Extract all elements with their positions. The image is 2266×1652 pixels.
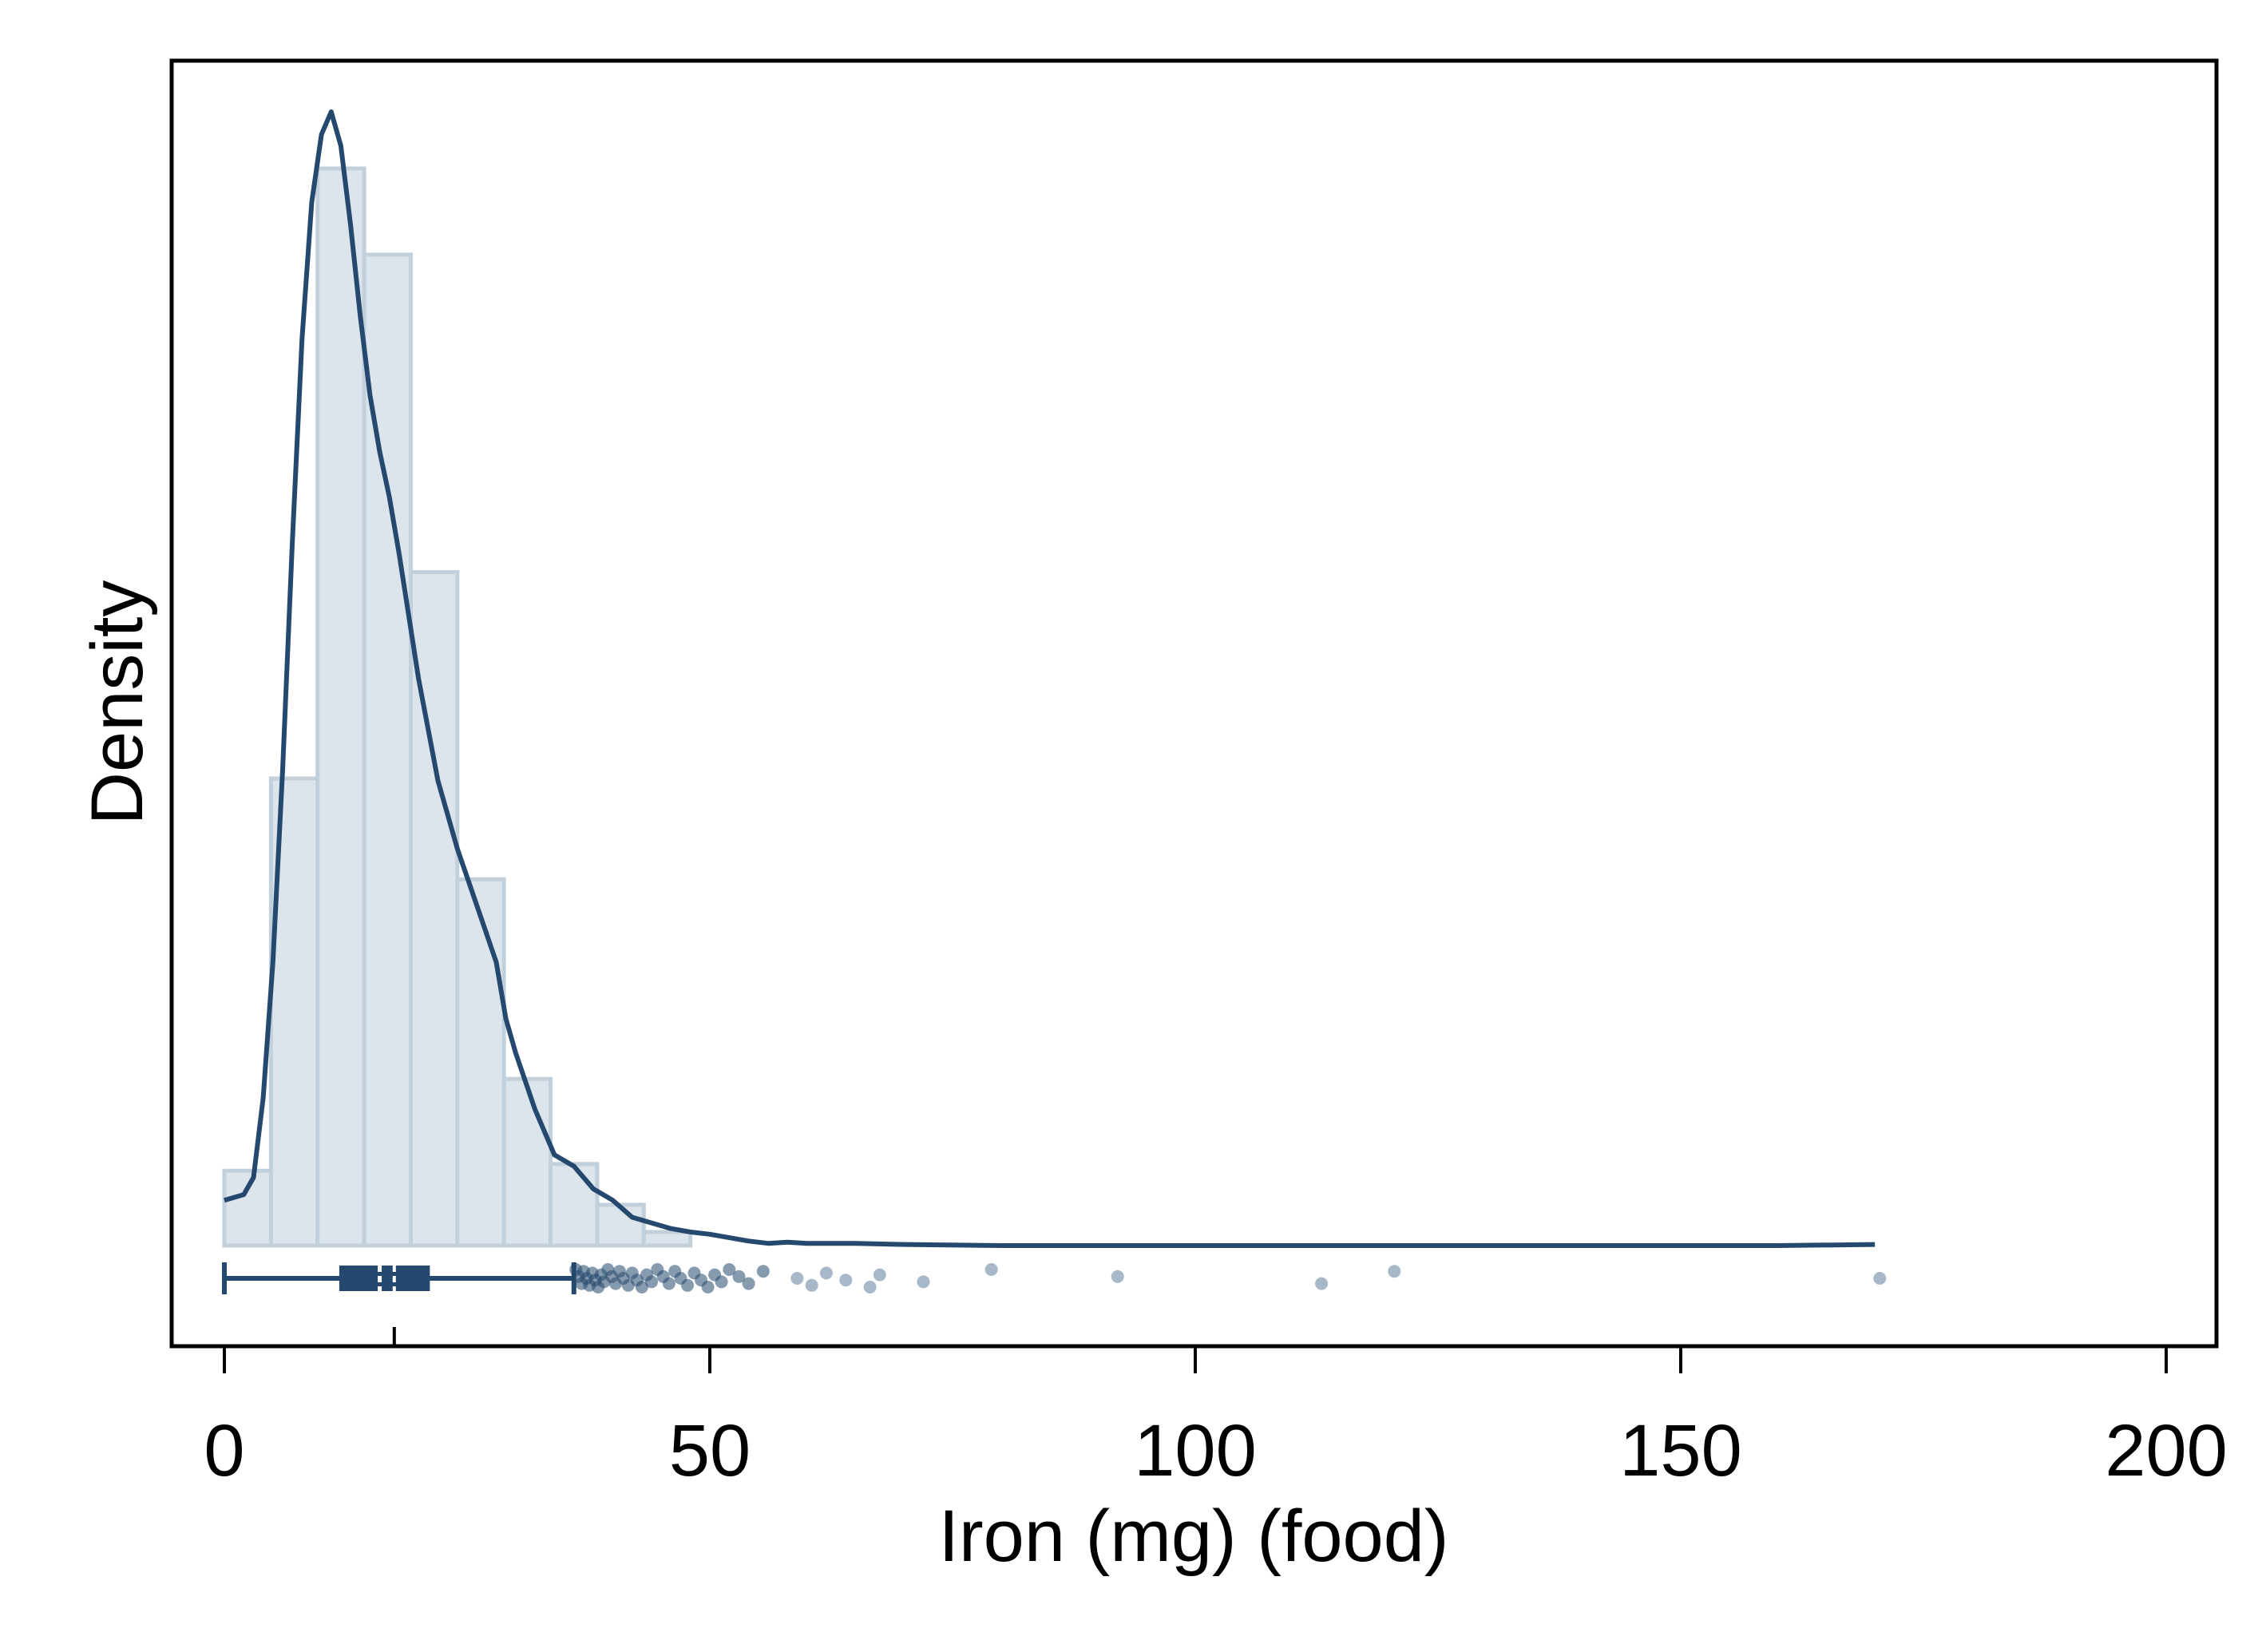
histogram-bar [268,776,320,1248]
histogram-bar [455,877,506,1248]
outlier-point [742,1277,755,1290]
boxplot [222,1262,1887,1346]
outlier-point [681,1278,695,1292]
outlier-point [1873,1272,1887,1285]
outlier-point [1111,1270,1124,1283]
outlier-point [732,1270,746,1283]
histogram-bar [595,1202,646,1248]
kde-line [224,109,1876,1248]
x-tick-label: 150 [1619,1410,1742,1492]
histogram-bar [501,1076,553,1248]
outlier-point [790,1272,804,1285]
x-tick-label: 0 [204,1410,244,1492]
outlier-point [839,1274,853,1287]
x-tick-label: 200 [2105,1410,2228,1492]
histogram-bar [641,1230,693,1248]
outlier-point [1315,1277,1329,1290]
outlier-point [723,1263,736,1276]
box-iqr [339,1266,430,1291]
histogram-bar [549,1162,600,1248]
density-curve [224,109,1876,1248]
outlier-point [819,1266,833,1280]
histogram-bars [222,166,693,1248]
outlier-point [873,1268,886,1282]
outlier-point [756,1265,770,1278]
outlier-point [863,1281,877,1293]
histogram-bar [315,166,366,1248]
outlier-point [662,1277,675,1290]
outlier-point [1388,1265,1401,1278]
outlier-point [917,1275,930,1289]
y-axis-title: Density [77,580,158,826]
outlier-point [715,1275,728,1289]
histogram-bar [222,1168,273,1248]
outlier-point [805,1278,818,1292]
outlier-point [984,1263,998,1276]
outlier-point [701,1281,715,1293]
x-axis: 0 50 100 150 200 [204,1346,2228,1492]
outlier-point [635,1281,648,1293]
x-tick-label: 100 [1134,1410,1257,1492]
outlier-point [645,1275,659,1289]
x-tick-label: 50 [669,1410,751,1492]
x-axis-title: Iron (mg) (food) [938,1496,1448,1577]
